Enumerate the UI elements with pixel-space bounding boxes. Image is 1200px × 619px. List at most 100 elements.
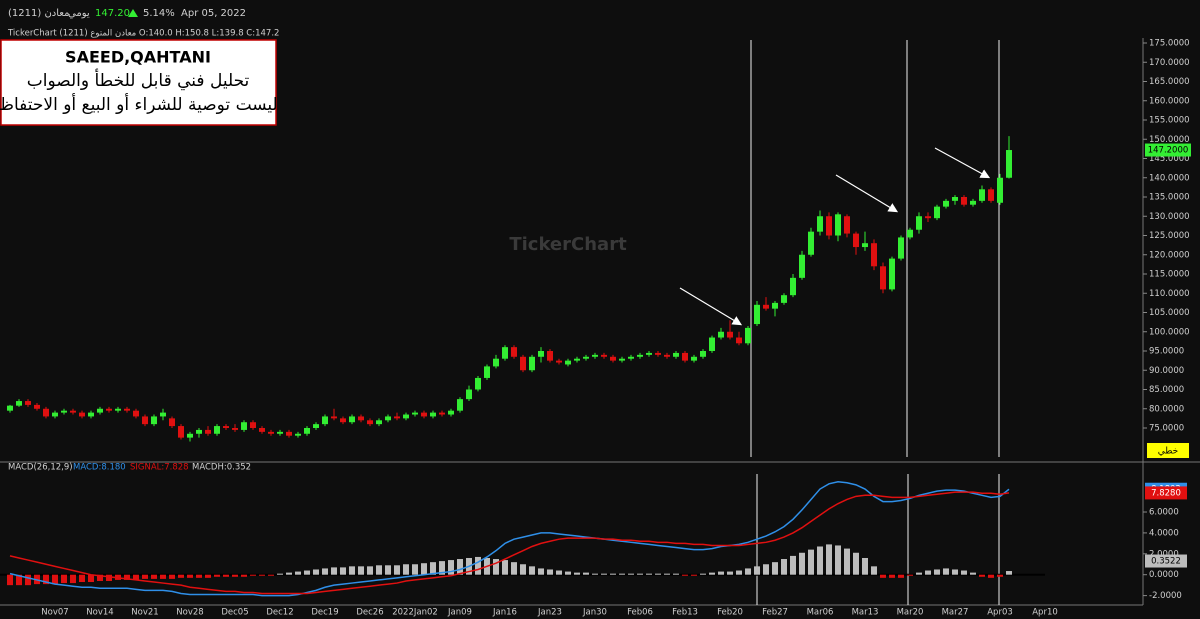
x-tick-label: Mar06: [807, 608, 834, 618]
histogram-bar: [871, 566, 877, 575]
candle-body: [295, 433, 301, 436]
histogram-bar: [214, 574, 220, 577]
histogram-bar: [142, 574, 148, 579]
x-tick-label: Apr10: [1032, 608, 1058, 618]
candle-body: [97, 408, 103, 413]
y-tick-label: 140.0000: [1149, 173, 1190, 183]
histogram-bar: [277, 573, 283, 575]
histogram-bar: [646, 573, 652, 575]
histogram-bar: [493, 559, 499, 575]
value-tag-label: 7.8280: [1151, 488, 1181, 498]
histogram-bar: [511, 562, 517, 575]
histogram-bar: [385, 565, 391, 575]
histogram-bar: [430, 562, 436, 575]
y-tick-label: 4.0000: [1149, 528, 1179, 538]
candle-body: [385, 416, 391, 421]
histogram-bar: [628, 573, 634, 575]
y-tick-label: 150.0000: [1149, 135, 1190, 145]
candle-body: [628, 356, 634, 359]
histogram-bar: [574, 572, 580, 575]
histogram-bar: [7, 574, 13, 586]
candle-body: [160, 412, 166, 417]
candle-body: [898, 237, 904, 259]
candle-body: [916, 216, 922, 230]
y-tick-label: 6.0000: [1149, 508, 1179, 518]
y-tick-label: 90.0000: [1149, 366, 1184, 376]
candle-body: [484, 366, 490, 378]
y-tick-label: 160.0000: [1149, 96, 1190, 106]
price: 147.20: [95, 8, 130, 19]
x-tick-label: Dec19: [311, 608, 338, 618]
x-tick-label: Dec05: [221, 608, 248, 618]
histogram-bar: [673, 573, 679, 575]
candle-body: [349, 416, 355, 423]
histogram-bar: [556, 570, 562, 575]
candle-body: [1006, 150, 1012, 178]
histogram-bar: [151, 574, 157, 579]
date: Apr 05, 2022: [181, 8, 246, 19]
legend-entry: MACDH:0.352: [192, 463, 251, 473]
price-tag-label: 147.2000: [1148, 146, 1189, 156]
x-tick-label: Feb20: [717, 608, 743, 618]
histogram-bar: [862, 557, 868, 575]
candle-body: [727, 331, 733, 338]
candle-body: [61, 410, 67, 413]
chart-type-button-label[interactable]: خطي: [1158, 447, 1178, 457]
x-tick-label: Nov21: [131, 608, 158, 618]
histogram-bar: [268, 574, 274, 576]
histogram-bar: [925, 570, 931, 575]
histogram-bar: [961, 570, 967, 575]
x-tick-label: Jan23: [537, 608, 562, 618]
candle-body: [475, 377, 481, 390]
candle-body: [547, 351, 553, 361]
histogram-bar: [97, 574, 103, 581]
histogram-bar: [529, 566, 535, 575]
candle-body: [340, 418, 346, 423]
x-tick-label: Jan16: [492, 608, 517, 618]
histogram-bar: [808, 549, 814, 575]
candle-body: [745, 327, 751, 344]
y-tick-label: 155.0000: [1149, 116, 1190, 126]
candle-body: [754, 304, 760, 325]
y-tick-label: -2.0000: [1149, 591, 1182, 601]
candle-body: [79, 412, 85, 417]
histogram-bar: [655, 573, 661, 575]
x-tick-label: 2022Jan02: [392, 608, 438, 618]
histogram-bar: [736, 570, 742, 575]
y-tick-label: 120.0000: [1149, 250, 1190, 260]
y-tick-label: 125.0000: [1149, 231, 1190, 241]
candle-body: [439, 412, 445, 415]
candle-body: [34, 404, 40, 409]
histogram-bar: [538, 568, 544, 575]
candle-body: [646, 352, 652, 355]
note-box: [0, 39, 277, 126]
candle-body: [277, 431, 283, 434]
histogram-bar: [637, 573, 643, 575]
x-tick-label: Dec26: [356, 608, 383, 618]
histogram-bar: [835, 545, 841, 575]
histogram-bar: [223, 574, 229, 577]
value-tag: [1145, 486, 1187, 500]
arrow: [679, 287, 743, 326]
candle-body: [835, 214, 841, 236]
histogram-bar: [682, 574, 688, 576]
x-tick-label: Feb27: [762, 608, 788, 618]
candle-body: [844, 216, 850, 234]
histogram-bar: [178, 574, 184, 578]
candle-body: [151, 416, 157, 425]
chart-type-button[interactable]: [1147, 443, 1189, 458]
histogram-bar: [709, 572, 715, 575]
candle-body: [70, 410, 76, 413]
histogram-bar: [790, 555, 796, 575]
candle-body: [556, 360, 562, 363]
value-tag-label: 0.3522: [1151, 557, 1181, 567]
legend-entry: SIGNAL:7.828: [130, 463, 189, 473]
candle-body: [142, 416, 148, 425]
y-tick-label: 75.0000: [1149, 424, 1184, 434]
histogram-bar: [592, 573, 598, 575]
x-tick-label: Jan30: [582, 608, 607, 618]
candle-body: [880, 266, 886, 290]
histogram-bar: [934, 569, 940, 575]
candle-body: [862, 243, 868, 248]
candle-body: [466, 389, 472, 400]
